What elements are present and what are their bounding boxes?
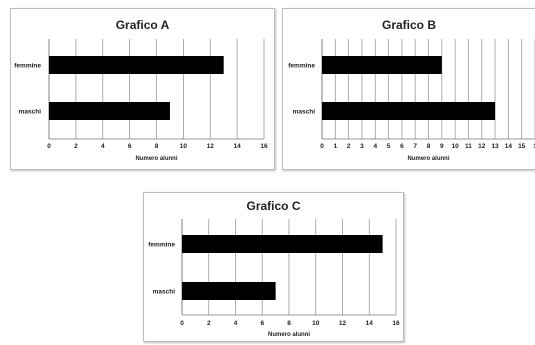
x-tick-label: 5 [387, 143, 391, 150]
x-tick-label: 4 [101, 143, 105, 150]
x-axis-label: Numero alunni [407, 156, 449, 162]
chart-title: Grafico C [246, 199, 300, 213]
bar-femmine [322, 56, 442, 74]
x-tick-label: 12 [339, 320, 347, 327]
x-tick-label: 2 [347, 143, 351, 150]
x-tick-label: 0 [320, 143, 324, 150]
x-tick-label: 0 [180, 320, 184, 327]
x-axis-label: Numero alunni [268, 332, 310, 338]
x-tick-label: 3 [360, 143, 364, 150]
x-tick-label: 14 [366, 320, 374, 327]
x-tick-label: 8 [427, 143, 431, 150]
x-tick-label: 8 [287, 320, 291, 327]
x-tick-label: 2 [207, 320, 211, 327]
x-tick-label: 9 [440, 143, 444, 150]
x-axis-label: Numero alunni [135, 156, 177, 162]
x-tick-label: 16 [392, 320, 400, 327]
x-tick-label: 16 [260, 143, 268, 150]
x-tick-label: 15 [518, 143, 526, 150]
bar-femmine [182, 235, 383, 253]
chart-title: Grafico A [116, 18, 170, 32]
x-tick-label: 7 [413, 143, 417, 150]
x-tick-label: 14 [505, 143, 513, 150]
x-tick-label: 13 [491, 143, 499, 150]
category-label-femmine: femmine [288, 63, 315, 70]
x-tick-label: 2 [74, 143, 78, 150]
x-tick-label: 1 [533, 143, 535, 150]
bar-maschi [322, 102, 496, 120]
x-tick-label: 10 [452, 143, 460, 150]
x-tick-label: 6 [128, 143, 132, 150]
chart-panel-a: Grafico A 0 2 4 6 8 10 12 14 16 femmine maschi Numer… [10, 8, 275, 170]
category-label-maschi: maschi [153, 289, 176, 296]
bar-maschi [182, 282, 276, 300]
x-tick-label: 11 [465, 143, 472, 150]
x-tick-label: 8 [155, 143, 159, 150]
x-tick-label: 14 [234, 143, 242, 150]
x-tick-label: 12 [207, 143, 215, 150]
x-tick-label: 12 [478, 143, 486, 150]
category-label-maschi: maschi [293, 109, 316, 116]
x-tick-label: 4 [373, 143, 377, 150]
chart-panel-c: Grafico C 0 2 4 6 8 10 12 14 16 femmine maschi Numer… [143, 192, 404, 342]
x-tick-label: 6 [260, 320, 264, 327]
category-label-femmine: femmine [14, 63, 41, 70]
chart-b-svg: Grafico B01234567891011121314151femminem… [288, 18, 535, 162]
bar-femmine [49, 56, 224, 74]
category-label-maschi: maschi [19, 109, 42, 116]
x-tick-label: 1 [334, 143, 338, 150]
chart-title: Grafico B [382, 18, 436, 32]
x-tick-label: 6 [400, 143, 404, 150]
chart-a-svg: Grafico A 0 2 4 6 8 10 12 14 16 femmine maschi Numer… [14, 18, 268, 162]
x-tick-label: 10 [180, 143, 188, 150]
x-tick-label: 10 [312, 320, 320, 327]
chart-c-svg: Grafico C 0 2 4 6 8 10 12 14 16 femmine maschi Numer… [148, 199, 400, 338]
x-tick-label: 0 [47, 143, 51, 150]
x-tick-label: 4 [234, 320, 238, 327]
bar-maschi [49, 102, 170, 120]
chart-panel-b: Grafico B01234567891011121314151femminem… [282, 8, 535, 170]
category-label-femmine: femmine [148, 242, 175, 249]
